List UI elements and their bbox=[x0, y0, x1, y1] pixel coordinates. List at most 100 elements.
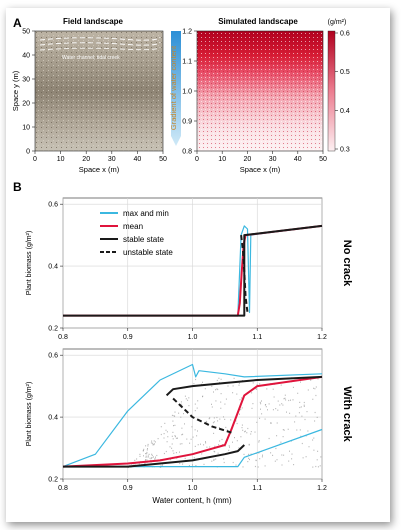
scatter-point bbox=[169, 459, 171, 461]
scatter-point bbox=[171, 447, 173, 449]
scatter-point bbox=[261, 400, 262, 402]
scatter-point bbox=[250, 453, 252, 455]
scatter-point bbox=[244, 430, 246, 432]
scatter-point bbox=[153, 444, 155, 446]
scatter-point bbox=[241, 427, 243, 429]
scatter-point bbox=[151, 453, 153, 455]
scatter-point bbox=[206, 421, 208, 423]
series-mean bbox=[62, 375, 323, 468]
scatter-point bbox=[256, 384, 258, 386]
scatter-point bbox=[223, 461, 225, 464]
scatter-point bbox=[215, 389, 217, 391]
scatter-point bbox=[217, 452, 219, 454]
scatter-point bbox=[147, 443, 149, 446]
legend-label-maxmin: max and min bbox=[123, 209, 169, 218]
x-tick-label: 0.9 bbox=[123, 334, 133, 341]
scatter-point bbox=[219, 418, 221, 420]
scatter-point bbox=[226, 429, 228, 431]
scatter-point bbox=[296, 429, 298, 431]
field-x-tick: 20 bbox=[82, 156, 90, 163]
scatter-point bbox=[283, 429, 285, 431]
scatter-point bbox=[288, 399, 290, 402]
scatter-point bbox=[302, 457, 304, 459]
scatter-point bbox=[209, 446, 211, 448]
scatter-point bbox=[194, 410, 196, 412]
scatter-point bbox=[260, 408, 261, 410]
scatter-point bbox=[172, 438, 174, 440]
scatter-point bbox=[312, 398, 314, 400]
field-landscape: Field landscape Water channel; tidal cre… bbox=[11, 17, 167, 174]
scatter-point bbox=[264, 418, 266, 420]
scatter-point bbox=[314, 420, 316, 422]
sim-x-tick: 30 bbox=[269, 156, 277, 163]
scatter-point bbox=[250, 431, 252, 433]
scatter-point bbox=[204, 388, 206, 390]
legend: max and min mean stable state unstable s… bbox=[100, 209, 173, 257]
series-stable-state-lower bbox=[63, 444, 245, 468]
scatter-point bbox=[305, 456, 307, 458]
scatter-point bbox=[266, 388, 268, 390]
field-y-tick: 40 bbox=[22, 53, 30, 60]
scatter-point bbox=[145, 456, 147, 458]
bottom-xlabel: Water content, h (mm) bbox=[152, 496, 232, 505]
scatter-point bbox=[209, 417, 211, 419]
scatter-point bbox=[151, 457, 152, 459]
scatter-point bbox=[156, 454, 158, 457]
scatter-point bbox=[188, 465, 190, 467]
scatter-point bbox=[165, 429, 167, 431]
scatter-point bbox=[172, 431, 174, 433]
scatter-point bbox=[184, 423, 185, 425]
chart-with-crack: 0.8 0.9 1.0 1.1 1.2 0.2 0.4 0.6 bbox=[48, 348, 327, 492]
scatter-point bbox=[147, 445, 149, 447]
sim-unit: (g/m²) bbox=[328, 19, 347, 26]
scatter-point bbox=[206, 446, 208, 448]
colorbar bbox=[327, 30, 336, 152]
scatter-point bbox=[214, 451, 216, 453]
scatter-point bbox=[241, 407, 243, 409]
scatter-point bbox=[205, 442, 207, 444]
field-annotation: Water channel; tidal creek bbox=[62, 55, 120, 61]
scatter-point bbox=[247, 427, 249, 430]
scatter-point bbox=[248, 457, 250, 459]
scatter-point bbox=[175, 452, 177, 454]
scatter-point bbox=[187, 399, 189, 401]
scatter-point bbox=[174, 411, 176, 413]
scatter-point bbox=[301, 415, 303, 417]
scatter-point bbox=[305, 435, 307, 437]
scatter-point bbox=[267, 409, 268, 411]
scatter-point bbox=[317, 466, 319, 468]
scatter-point bbox=[275, 408, 277, 410]
simulated-landscape: Simulated landscape (g/m²) Space x (m) 0… bbox=[182, 17, 350, 174]
scatter-point bbox=[244, 431, 246, 433]
scatter-point bbox=[252, 403, 254, 405]
scatter-point bbox=[214, 445, 216, 447]
scatter-point bbox=[251, 392, 253, 394]
scatter-point bbox=[227, 385, 229, 387]
scatter-point bbox=[202, 381, 203, 383]
scatter-point bbox=[154, 459, 156, 461]
scatter-point bbox=[247, 461, 249, 463]
scatter-point bbox=[288, 460, 290, 462]
field-x-tick: 30 bbox=[108, 156, 116, 163]
sim-y-tick: 1.2 bbox=[182, 29, 192, 36]
side-label-no-crack: No crack bbox=[341, 240, 353, 287]
scatter-point bbox=[225, 398, 227, 400]
scatter-point bbox=[287, 428, 289, 430]
sim-x-tick: 50 bbox=[319, 156, 327, 163]
scatter-point bbox=[143, 448, 145, 450]
scatter-point bbox=[151, 440, 153, 442]
scatter-point bbox=[291, 453, 293, 455]
scatter-point bbox=[139, 453, 141, 455]
y-tick-label: 0.2 bbox=[48, 326, 58, 333]
scatter-point bbox=[313, 387, 315, 389]
scatter-point bbox=[152, 442, 154, 444]
legend-label-stable: stable state bbox=[123, 235, 164, 244]
gradient-label: Gradient of water content bbox=[169, 45, 178, 130]
scatter-point bbox=[217, 420, 219, 422]
sim-x-tick: 20 bbox=[244, 156, 252, 163]
scatter-point bbox=[171, 414, 173, 416]
sim-y-tick: 0.8 bbox=[182, 149, 192, 156]
scatter-point bbox=[248, 443, 250, 445]
scatter-point bbox=[211, 406, 213, 408]
field-xlabel: Space x (m) bbox=[79, 165, 120, 174]
